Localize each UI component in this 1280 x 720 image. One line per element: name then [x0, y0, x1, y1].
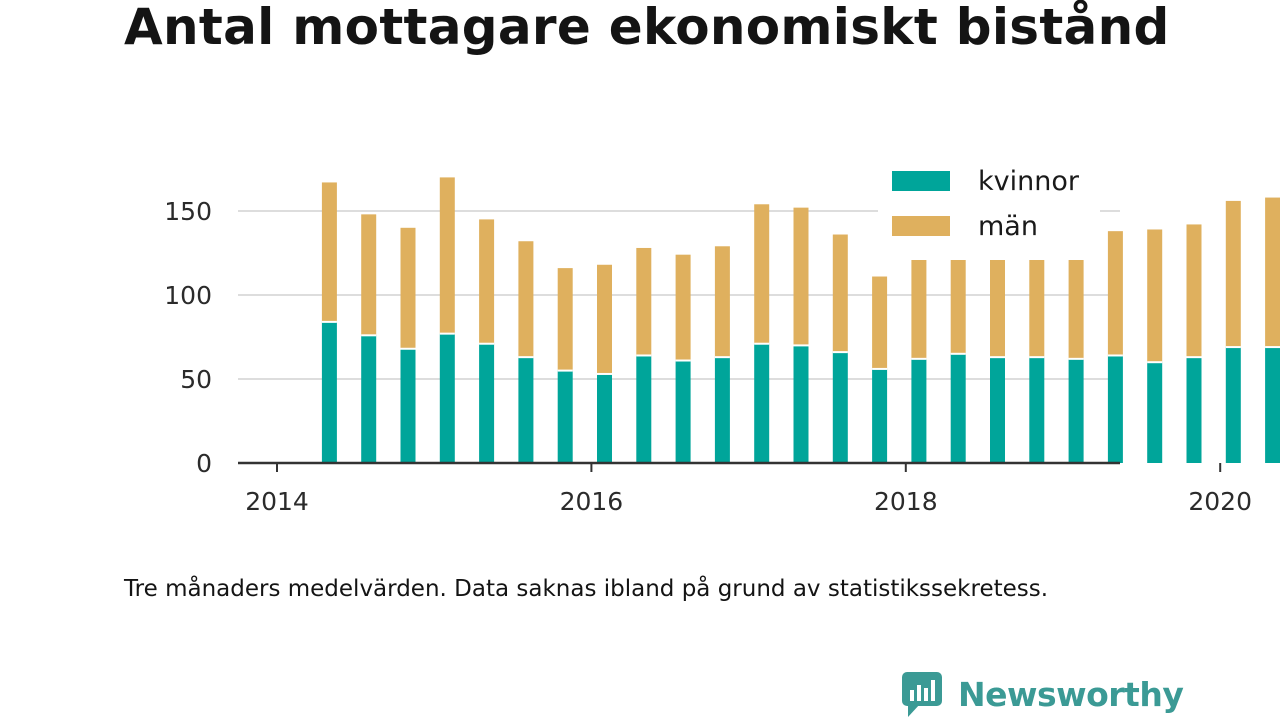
bar-kvinnor-2018-08 — [990, 357, 1005, 463]
newsworthy-logo-icon — [902, 672, 942, 717]
bar-kvinnor-2017-08 — [832, 352, 848, 463]
chart-caption: Tre månaders medelvärden. Data saknas ib… — [124, 576, 1049, 602]
bar-kvinnor-2014-08 — [361, 335, 377, 463]
bar-kvinnor-2019-08 — [1147, 362, 1163, 463]
legend-label-1: män — [978, 211, 1038, 242]
bar-man-2016-11 — [714, 246, 730, 358]
bar-kvinnor-2017-11 — [872, 368, 888, 463]
bar-man-2020-02 — [1225, 200, 1241, 348]
bar-man-2016-05 — [636, 247, 652, 356]
legend-swatch-0 — [892, 171, 950, 191]
bar-man-2019-11 — [1186, 224, 1202, 358]
bar-kvinnor-2015-05 — [479, 343, 495, 463]
bar-kvinnor-2017-02 — [754, 343, 770, 463]
bar-man-2014-11 — [400, 227, 416, 349]
bar-kvinnor-2020-02 — [1225, 347, 1241, 463]
bar-kvinnor-2015-02 — [439, 333, 455, 463]
y-axis-ticks: 0 50 100 150 — [164, 197, 212, 478]
y-tick-label-0: 0 — [196, 449, 212, 478]
x-tick-label-2018: 2018 — [874, 487, 938, 516]
bar-man-2015-11 — [557, 268, 573, 371]
bar-kvinnor-2014-11 — [400, 348, 416, 463]
bar-man-2019-02 — [1068, 237, 1084, 359]
bar-kvinnor-2016-02 — [597, 373, 612, 463]
bar-kvinnor-2018-02 — [911, 358, 927, 463]
x-tick-label-2016: 2016 — [560, 487, 624, 516]
bar-man-2018-11 — [1029, 231, 1045, 358]
legend-label-0: kvinnor — [978, 166, 1080, 197]
y-tick-label-150: 150 — [164, 197, 212, 226]
bar-man-2017-08 — [832, 234, 848, 353]
bar-man-2017-11 — [872, 276, 888, 369]
bar-man-2015-02 — [439, 177, 455, 334]
x-axis: 201420162018202020222024 — [238, 461, 1252, 516]
x-tick-label-2014: 2014 — [245, 487, 309, 516]
bar-kvinnor-2016-11 — [714, 357, 730, 463]
bar-man-2020-05 — [1265, 197, 1280, 348]
bar-man-2016-02 — [597, 264, 612, 374]
chart-title: Antal mottagare ekonomiskt bistånd — [124, 0, 1170, 56]
y-tick-label-50: 50 — [180, 365, 212, 394]
legend: kvinnor män — [878, 160, 1100, 260]
x-tick-label-2020: 2020 — [1188, 487, 1252, 516]
bar-man-2016-08 — [675, 254, 691, 361]
bar-kvinnor-2020-05 — [1265, 347, 1280, 463]
brand-logo[interactable]: Newsworthy — [902, 668, 1184, 720]
bar-man-2019-05 — [1107, 231, 1123, 356]
bar-man-2014-05 — [321, 182, 337, 322]
bar-kvinnor-2017-05 — [793, 345, 809, 463]
bar-kvinnor-2015-11 — [557, 370, 573, 463]
brand-name: Newsworthy — [958, 674, 1184, 714]
bar-kvinnor-2019-11 — [1186, 357, 1202, 463]
bar-man-2019-08 — [1147, 229, 1163, 363]
bar-kvinnor-2015-08 — [518, 357, 534, 463]
bar-man-2017-02 — [754, 204, 770, 344]
y-tick-label-100: 100 — [164, 281, 212, 310]
bar-kvinnor-2016-05 — [636, 355, 652, 463]
bar-man-2017-05 — [793, 207, 809, 346]
bar-kvinnor-2018-05 — [950, 353, 966, 463]
bar-man-2014-08 — [361, 214, 377, 336]
bar-man-2015-05 — [479, 219, 495, 344]
bar-man-2018-02 — [911, 237, 927, 359]
bar-kvinnor-2014-05 — [321, 321, 337, 463]
bars — [321, 177, 1280, 463]
bar-man-2015-08 — [518, 241, 534, 358]
bar-kvinnor-2019-05 — [1107, 355, 1123, 463]
bar-kvinnor-2016-08 — [675, 360, 691, 463]
bar-kvinnor-2019-02 — [1068, 358, 1084, 463]
bar-kvinnor-2018-11 — [1029, 357, 1045, 463]
legend-swatch-1 — [892, 216, 950, 236]
